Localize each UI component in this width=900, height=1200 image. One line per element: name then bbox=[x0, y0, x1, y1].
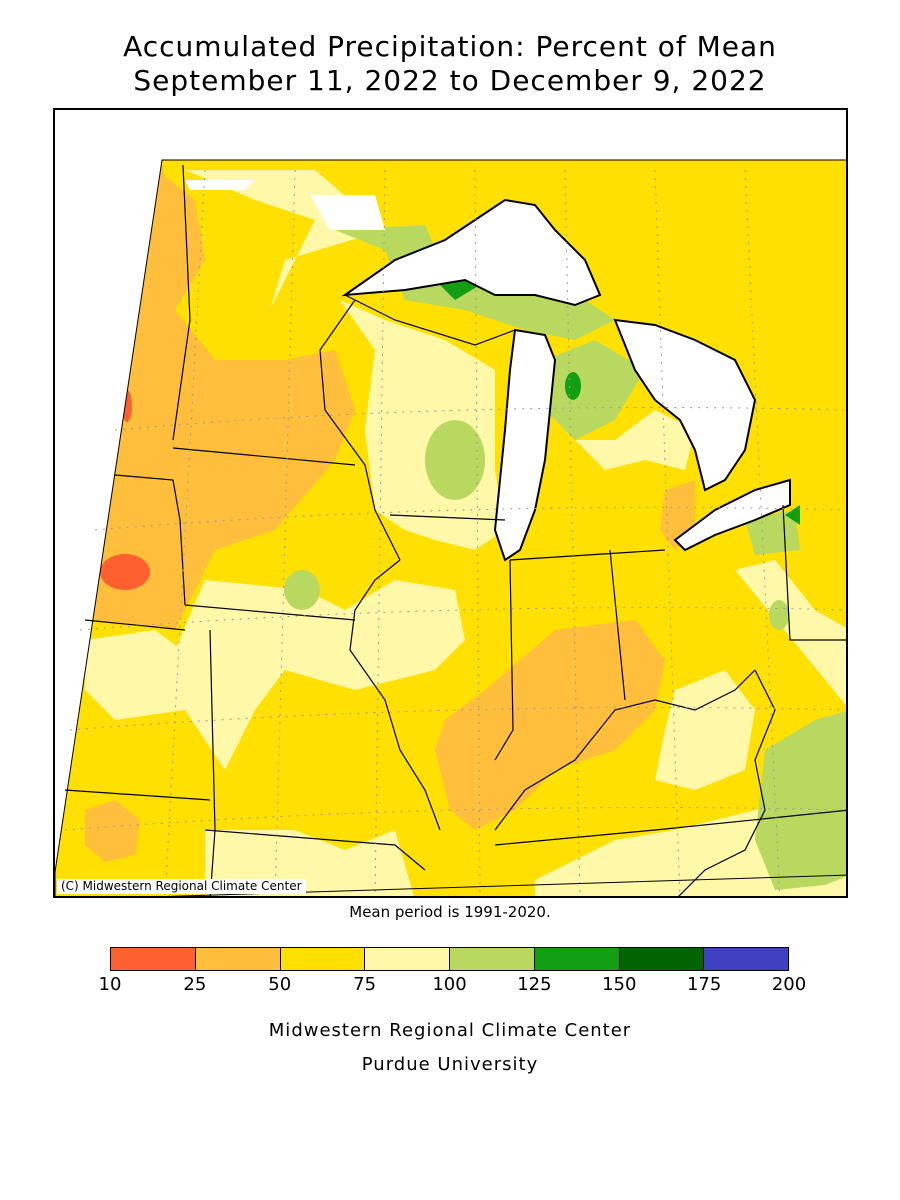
credit-university: Purdue University bbox=[361, 1054, 539, 1075]
graticule bbox=[64, 169, 846, 896]
legend-swatch bbox=[280, 948, 366, 970]
contour-100-125-wisconsin bbox=[425, 420, 485, 500]
domain-outline bbox=[55, 159, 846, 896]
va-border bbox=[678, 809, 766, 896]
legend-swatch bbox=[619, 948, 705, 970]
legend-tick-label: 200 bbox=[771, 974, 807, 995]
legend-tick-label: 150 bbox=[602, 974, 637, 995]
mississippi-river-ia-il bbox=[349, 559, 441, 831]
ky-tn-border bbox=[494, 809, 846, 846]
contour-100-125-erie bbox=[745, 510, 800, 555]
wi-mi-border bbox=[344, 294, 516, 346]
legend-swatch bbox=[450, 948, 535, 970]
ia-mo-border bbox=[184, 604, 356, 621]
mn-south-border bbox=[172, 447, 356, 466]
lake-huron bbox=[613, 318, 757, 492]
lake-erie bbox=[673, 478, 791, 552]
state-boundaries bbox=[64, 164, 846, 896]
map-canvas bbox=[55, 159, 846, 896]
contour-100-125-iowa bbox=[284, 570, 320, 610]
copyright-notice: (C) Midwestern Regional Climate Center bbox=[57, 879, 306, 894]
contour-125-150-northmi bbox=[565, 372, 581, 400]
color-legend bbox=[110, 947, 789, 971]
contour-100-125-upper bbox=[335, 225, 615, 340]
map-date-range: September 11, 2022 to December 9, 2022 bbox=[133, 64, 767, 97]
il-in-border bbox=[494, 559, 514, 761]
mississippi-river-mn-wi bbox=[319, 299, 401, 561]
legend-tick-label: 50 bbox=[268, 974, 292, 995]
wv-border bbox=[754, 669, 776, 811]
contour-100-125-nmichigan bbox=[545, 340, 645, 440]
ks-mo-border bbox=[209, 629, 216, 896]
contour-25-50-sw bbox=[85, 800, 140, 862]
contour-125-150-erie bbox=[785, 505, 800, 525]
contour-100-125-appalachia bbox=[755, 710, 846, 890]
precipitation-map: (C) Midwestern Regional Climate Center bbox=[53, 108, 848, 898]
wi-il-border bbox=[389, 514, 506, 521]
contour-75-100-west bbox=[85, 630, 195, 720]
legend-swatch bbox=[534, 948, 620, 970]
legend-tick-label: 100 bbox=[432, 974, 467, 995]
contour-100-125-ohio bbox=[769, 600, 789, 630]
legend-swatch bbox=[195, 948, 281, 970]
contour-25-50-indiana bbox=[435, 620, 665, 830]
contour-75-100-central bbox=[175, 580, 465, 770]
great-lakes bbox=[341, 198, 791, 562]
legend-swatch bbox=[365, 948, 450, 970]
mn-west-border bbox=[172, 164, 191, 441]
in-oh-border bbox=[609, 549, 626, 701]
map-title: Accumulated Precipitation: Percent of Me… bbox=[123, 30, 777, 63]
oh-pa-border bbox=[782, 504, 846, 641]
mean-period-note: Mean period is 1991-2020. bbox=[349, 903, 551, 921]
contour-75-100-michigan bbox=[575, 410, 695, 470]
ohio-river bbox=[494, 669, 756, 831]
legend-swatch bbox=[704, 948, 788, 970]
legend-tick-label: 175 bbox=[686, 974, 722, 995]
contour-10-25-iowa bbox=[100, 554, 150, 590]
no-data-region bbox=[185, 180, 385, 230]
lake-superior bbox=[341, 198, 602, 307]
ne-ks-border bbox=[64, 789, 211, 801]
contour-75-100-ohio-valley bbox=[655, 670, 755, 790]
legend-tick-label: 25 bbox=[183, 974, 207, 995]
mo-ar-border bbox=[204, 829, 426, 871]
legend-tick-label: 10 bbox=[98, 974, 122, 995]
legend-swatch bbox=[111, 948, 196, 970]
sd-ia-border bbox=[114, 474, 186, 606]
ne-ia-border bbox=[84, 619, 186, 631]
lake-michigan bbox=[493, 328, 557, 562]
credit-organization: Midwestern Regional Climate Center bbox=[268, 1020, 632, 1041]
legend-tick-label: 75 bbox=[353, 974, 377, 995]
mi-oh-border bbox=[509, 549, 666, 561]
legend-tick-label: 125 bbox=[517, 974, 552, 995]
